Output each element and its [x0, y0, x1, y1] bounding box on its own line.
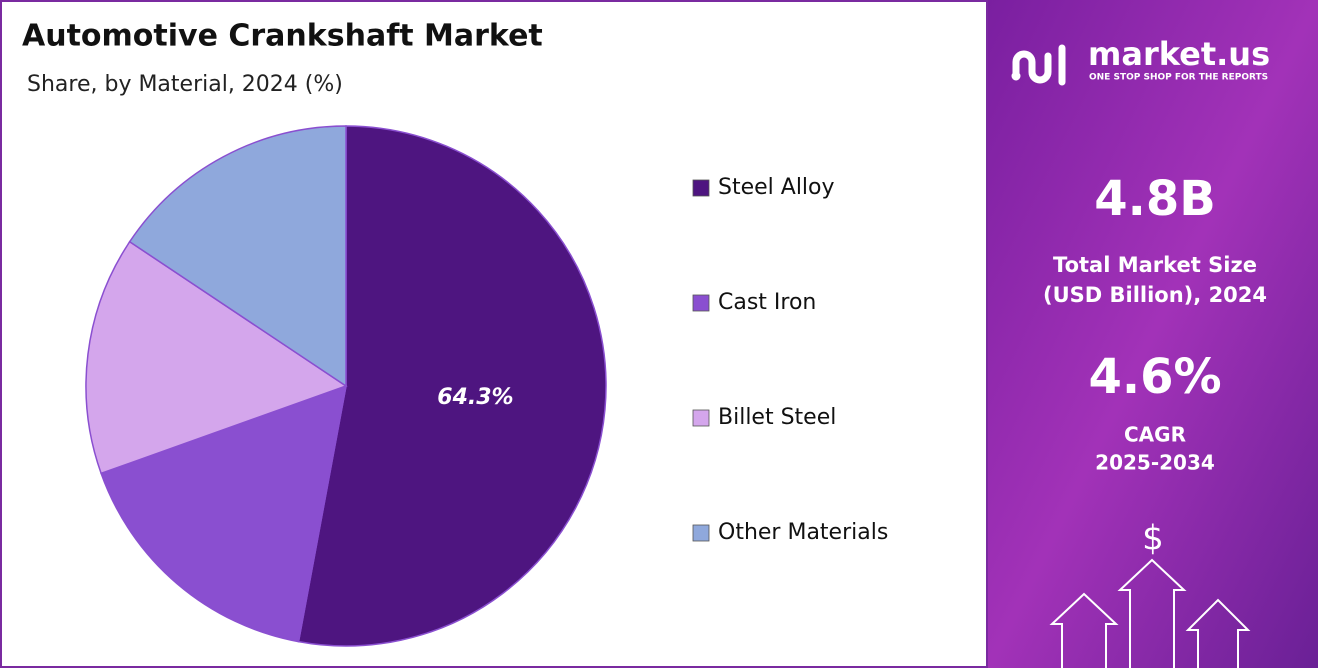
pie-slice [128, 125, 347, 388]
chart-title: Automotive Crankshaft Market [22, 19, 543, 54]
brand-tagline: ONE STOP SHOP FOR THE REPORTS [1089, 73, 1268, 83]
brand-name: market.us [1088, 35, 1270, 73]
market-size: 4.8B [1094, 171, 1216, 227]
pie-slice [100, 384, 347, 643]
cagr-label: 2025-2034 [1095, 451, 1215, 475]
legend-label: Steel Alloy [718, 175, 835, 200]
data-label: 64.3% [437, 385, 513, 410]
pie-slice [297, 125, 607, 647]
logo-icon [1011, 44, 1066, 86]
market-size-label: (USD Billion), 2024 [1043, 283, 1267, 307]
legend-swatch [692, 409, 710, 427]
legend-label: Cast Iron [718, 290, 816, 315]
legend-label: Other Materials [718, 520, 888, 545]
cagr-label: CAGR [1124, 423, 1186, 447]
legend-label: Billet Steel [718, 405, 836, 430]
legend-swatch [692, 524, 710, 542]
pie-slice [85, 240, 348, 475]
market-size-label: Total Market Size [1053, 253, 1257, 277]
growth-arrows [1049, 558, 1251, 668]
cagr: 4.6% [1088, 349, 1221, 405]
legend-swatch [692, 179, 710, 197]
legend-swatch [692, 294, 710, 312]
currency-icon: $ [1142, 519, 1164, 559]
side-panel [988, 0, 1318, 668]
chart-subtitle: Share, by Material, 2024 (%) [27, 72, 343, 97]
